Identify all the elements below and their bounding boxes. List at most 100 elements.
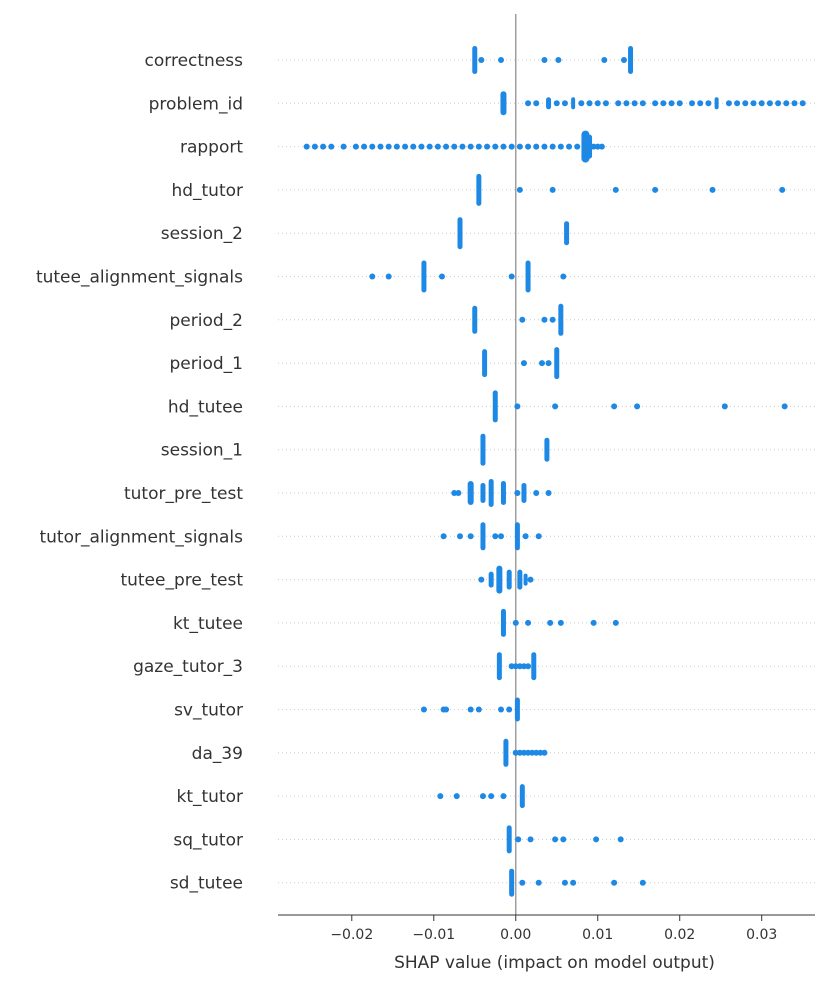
shap-point — [506, 706, 513, 713]
shap-point — [766, 100, 773, 107]
shap-point — [467, 706, 474, 713]
shap-point — [537, 749, 544, 756]
shap-point — [676, 100, 683, 107]
shap-point — [593, 836, 600, 843]
shap-point — [519, 879, 526, 886]
x-tick-label: 0.01 — [582, 927, 613, 943]
shap-point — [352, 143, 359, 150]
feature-row — [482, 347, 560, 380]
shap-cluster — [558, 303, 564, 336]
feature-row — [500, 608, 619, 637]
shap-point — [516, 186, 523, 193]
x-ticks: −0.02 −0.01 0.00 0.01 0.02 0.03 — [330, 915, 777, 943]
shap-point — [484, 143, 491, 150]
shap-point — [557, 143, 564, 150]
shap-point — [541, 316, 548, 323]
shap-point — [451, 490, 458, 496]
shap-point — [426, 143, 433, 150]
shap-point — [455, 490, 462, 496]
shap-cluster — [467, 481, 474, 505]
shap-point — [508, 143, 515, 150]
shap-point — [369, 143, 376, 150]
shap-point — [393, 143, 400, 150]
shap-cluster — [472, 305, 478, 334]
shap-point — [533, 100, 540, 107]
shap-cluster — [480, 483, 486, 503]
shap-cluster — [496, 652, 502, 681]
shap-cluster — [506, 569, 512, 590]
shap-cluster — [488, 479, 494, 507]
shap-point — [781, 403, 788, 410]
shap-point — [328, 143, 335, 150]
shap-point — [478, 57, 485, 63]
shap-point — [549, 316, 556, 323]
shap-cluster — [506, 825, 512, 854]
shap-cluster — [488, 571, 494, 588]
x-tick-label: −0.01 — [412, 927, 455, 943]
shap-point — [561, 100, 568, 107]
shap-point — [652, 186, 659, 193]
feature-label: kt_tutee — [173, 614, 243, 634]
shap-point — [725, 100, 732, 107]
feature-label: session_2 — [161, 224, 243, 244]
feature-row — [303, 130, 605, 163]
shap-point — [402, 143, 409, 150]
shap-point — [434, 143, 441, 150]
shap-point — [611, 403, 618, 410]
chart-marks — [303, 46, 806, 897]
shap-point — [514, 490, 521, 496]
shap-point — [320, 143, 327, 150]
shap-point — [525, 619, 532, 626]
shap-point — [611, 879, 618, 886]
shap-point — [598, 143, 605, 150]
feature-label: sd_tutee — [170, 874, 243, 894]
shap-point — [533, 490, 540, 496]
shap-point — [586, 100, 593, 107]
x-tick-label: 0.03 — [746, 927, 777, 943]
shap-point — [639, 100, 646, 107]
shap-point — [612, 186, 619, 193]
shap-point — [552, 836, 559, 843]
feature-row — [478, 565, 534, 594]
shap-cluster — [500, 91, 507, 116]
shap-point — [529, 749, 536, 756]
shap-point — [520, 749, 527, 756]
feature-label: rapport — [180, 138, 243, 158]
shap-point — [594, 100, 601, 107]
feature-row — [440, 522, 542, 551]
feature-row — [472, 303, 564, 336]
shap-point — [418, 143, 425, 150]
shap-cluster — [521, 483, 527, 503]
shap-cluster — [503, 738, 509, 767]
shap-point — [631, 100, 638, 107]
shap-point — [361, 143, 368, 150]
feature-row — [506, 825, 624, 854]
shap-cluster — [525, 260, 531, 293]
feature-label: gaze_tutor_3 — [133, 657, 243, 677]
shap-point — [574, 143, 581, 150]
shap-point — [443, 706, 450, 713]
shap-point — [497, 533, 504, 540]
x-tick-label: 0.00 — [500, 927, 531, 943]
shap-point — [475, 143, 482, 150]
shap-point — [443, 143, 450, 150]
shap-point — [457, 533, 464, 540]
shap-point — [440, 533, 447, 540]
shap-point — [438, 273, 445, 280]
shap-point — [555, 57, 562, 63]
shap-point — [519, 316, 526, 323]
shap-point — [557, 619, 564, 626]
shap-point — [791, 100, 798, 107]
shap-point — [541, 57, 548, 63]
feature-row — [437, 784, 525, 809]
shap-point — [516, 749, 523, 756]
shap-point — [420, 706, 427, 713]
shap-point — [533, 749, 540, 756]
shap-point — [514, 403, 521, 410]
shap-point — [594, 143, 601, 150]
feature-label: hd_tutee — [168, 397, 243, 417]
shap-point — [602, 100, 609, 107]
shap-cluster — [544, 437, 550, 462]
shap-cluster — [509, 868, 515, 897]
